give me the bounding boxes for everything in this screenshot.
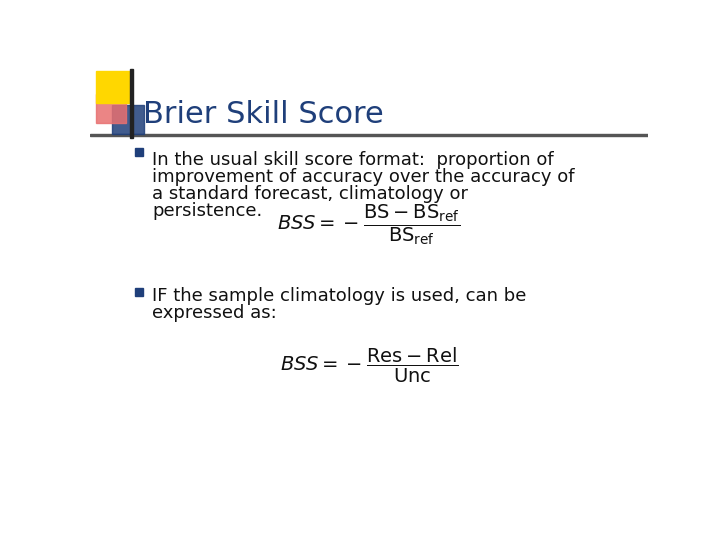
Text: expressed as:: expressed as:: [152, 303, 276, 321]
Bar: [135, 288, 143, 296]
Text: Brier Skill Score: Brier Skill Score: [143, 100, 384, 130]
Text: IF the sample climatology is used, can be: IF the sample climatology is used, can b…: [152, 287, 526, 305]
Text: a standard forecast, climatology or: a standard forecast, climatology or: [152, 185, 468, 203]
Text: $\mathit{BSS} = -\dfrac{\mathrm{Res} - \mathrm{Rel}}{\mathrm{Unc}}$: $\mathit{BSS} = -\dfrac{\mathrm{Res} - \…: [279, 346, 459, 384]
Bar: [112, 105, 144, 134]
Bar: [130, 69, 132, 138]
Text: In the usual skill score format:  proportion of: In the usual skill score format: proport…: [152, 151, 554, 169]
Text: improvement of accuracy over the accuracy of: improvement of accuracy over the accurac…: [152, 168, 575, 186]
Bar: [90, 134, 648, 136]
Bar: [96, 94, 126, 123]
Bar: [135, 148, 143, 156]
Bar: [96, 71, 129, 103]
Text: $\mathit{BSS} = -\dfrac{\mathrm{BS} - \mathrm{BS}_{\mathrm{ref}}}{\mathrm{BS}_{\: $\mathit{BSS} = -\dfrac{\mathrm{BS} - \m…: [277, 202, 461, 247]
Text: persistence.: persistence.: [152, 202, 262, 220]
